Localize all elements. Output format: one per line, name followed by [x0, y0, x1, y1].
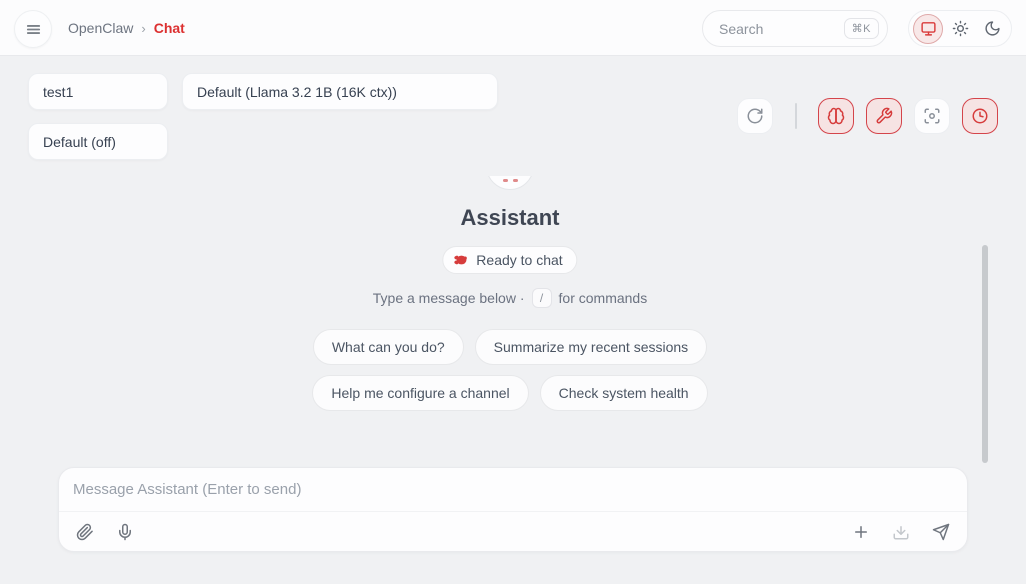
send-button[interactable]: [929, 520, 953, 544]
status-badge: Ready to chat: [442, 246, 578, 274]
suggestion-row-2: Help me configure a channel Check system…: [0, 375, 1020, 411]
focus-icon: [923, 107, 941, 125]
composer-toolbar: [59, 512, 967, 551]
message-composer: [58, 467, 968, 552]
plus-icon: [852, 523, 870, 541]
agent-select-value: test1: [43, 83, 74, 100]
avatar-circle: [486, 176, 534, 190]
paperclip-icon: [76, 523, 94, 541]
refresh-icon: [746, 107, 764, 125]
avatar-eye: [513, 179, 518, 182]
top-header: OpenClaw › Chat ⌘K: [0, 0, 1026, 56]
scrollbar-thumb[interactable]: [982, 245, 988, 463]
search-box[interactable]: ⌘K: [702, 10, 888, 47]
hint-before: Type a message below ·: [372, 290, 525, 306]
add-button[interactable]: [849, 520, 873, 544]
send-icon: [932, 523, 950, 541]
theme-system-button[interactable]: [913, 13, 943, 44]
download-button[interactable]: [889, 520, 913, 544]
slash-key-badge: /: [531, 288, 552, 308]
assistant-title: Assistant: [460, 205, 560, 230]
agent-select[interactable]: test1: [28, 73, 168, 110]
composer-input-row: [59, 468, 967, 512]
search-shortcut-badge: ⌘K: [843, 18, 879, 39]
suggestion-row-1: What can you do? Summarize my recent ses…: [0, 329, 1020, 365]
focus-button[interactable]: [914, 98, 950, 134]
wrench-icon: [875, 107, 893, 125]
suggestion-chip[interactable]: What can you do?: [312, 329, 464, 365]
attach-button[interactable]: [73, 520, 97, 544]
thinking-mode-button[interactable]: [818, 98, 854, 134]
theme-light-button[interactable]: [945, 14, 975, 44]
breadcrumb-page[interactable]: Chat: [153, 20, 185, 36]
model-select-value: Default (Llama 3.2 1B (16K ctx)): [197, 83, 397, 100]
suggestion-chip[interactable]: Check system health: [539, 375, 708, 411]
menu-button[interactable]: [14, 10, 52, 48]
moon-icon: [984, 20, 1001, 37]
refresh-button[interactable]: [737, 98, 773, 134]
assistant-avatar: [486, 176, 534, 191]
message-input[interactable]: [73, 481, 953, 498]
thinking-select-value: Default (off): [43, 133, 116, 150]
hint-after: for commands: [558, 290, 648, 306]
theme-dark-button[interactable]: [977, 14, 1007, 44]
voice-button[interactable]: [113, 520, 137, 544]
avatar-eye: [503, 179, 508, 182]
thinking-select[interactable]: Default (off): [28, 123, 168, 160]
theme-toggle: [908, 10, 1012, 47]
search-input[interactable]: [719, 20, 844, 37]
clock-icon: [971, 107, 989, 125]
download-icon: [892, 523, 910, 541]
monitor-icon: [920, 20, 937, 37]
status-badge-label: Ready to chat: [476, 252, 563, 268]
hint-row: Type a message below · / for commands: [0, 288, 1020, 308]
suggestion-chip[interactable]: Summarize my recent sessions: [474, 329, 708, 365]
toolbar-divider: [795, 103, 797, 129]
lobster-icon: [453, 253, 468, 267]
menu-icon: [25, 21, 42, 38]
history-button[interactable]: [962, 98, 998, 134]
brain-icon: [827, 107, 845, 125]
breadcrumb: OpenClaw › Chat: [68, 0, 185, 56]
model-select[interactable]: Default (Llama 3.2 1B (16K ctx)): [182, 73, 498, 110]
tools-button[interactable]: [866, 98, 902, 134]
breadcrumb-separator-icon: ›: [141, 20, 146, 36]
sun-icon: [952, 20, 969, 37]
breadcrumb-app[interactable]: OpenClaw: [68, 20, 134, 36]
microphone-icon: [116, 523, 134, 541]
suggestion-chip[interactable]: Help me configure a channel: [312, 375, 529, 411]
